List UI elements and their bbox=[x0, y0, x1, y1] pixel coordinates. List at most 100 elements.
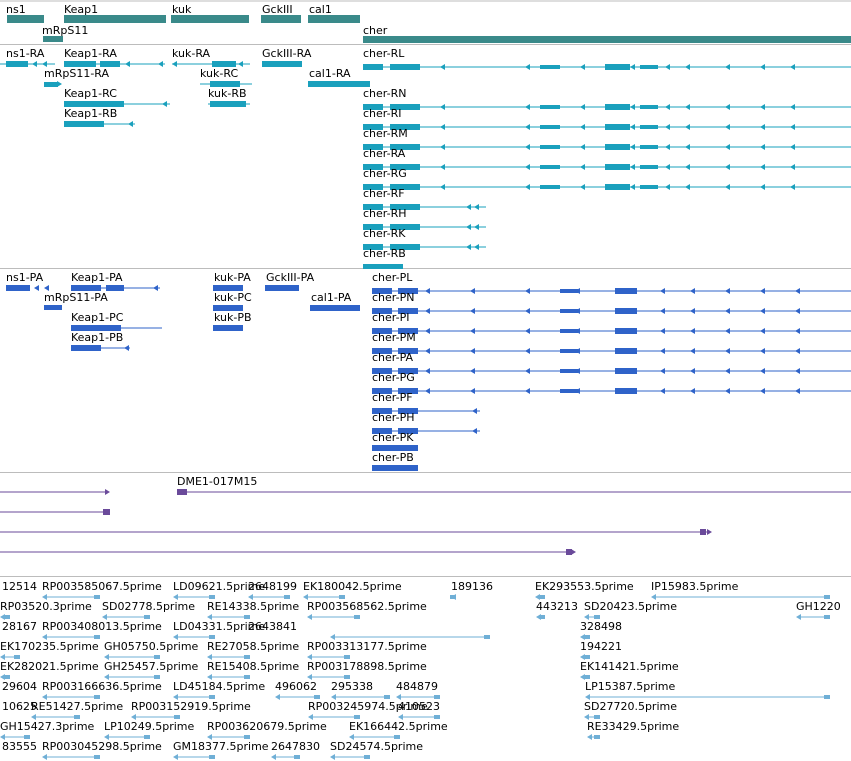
est-feature[interactable] bbox=[94, 595, 100, 599]
exon-block[interactable] bbox=[213, 325, 243, 331]
est-feature[interactable] bbox=[584, 675, 590, 679]
est-feature[interactable] bbox=[434, 715, 440, 719]
exon-block[interactable] bbox=[265, 285, 299, 291]
exon-block[interactable] bbox=[363, 144, 383, 150]
exon-block[interactable] bbox=[212, 61, 236, 67]
exon-block[interactable] bbox=[64, 101, 124, 107]
est-feature[interactable] bbox=[154, 655, 160, 659]
est-feature[interactable] bbox=[144, 735, 150, 739]
exon-block[interactable] bbox=[640, 185, 658, 189]
exon-block[interactable] bbox=[560, 369, 578, 373]
est-feature[interactable] bbox=[450, 595, 456, 599]
exon-block[interactable] bbox=[540, 185, 560, 189]
est-feature[interactable] bbox=[434, 695, 440, 699]
est-feature[interactable] bbox=[354, 715, 360, 719]
exon-block[interactable] bbox=[106, 285, 124, 291]
est-feature[interactable] bbox=[339, 595, 345, 599]
exon-block[interactable] bbox=[390, 244, 420, 250]
gene-feature[interactable] bbox=[171, 15, 249, 23]
exon-block[interactable] bbox=[363, 104, 383, 110]
exon-block[interactable] bbox=[372, 308, 392, 314]
est-feature[interactable] bbox=[394, 735, 400, 739]
est-feature[interactable] bbox=[364, 755, 370, 759]
gene-feature[interactable] bbox=[7, 15, 44, 23]
est-feature[interactable] bbox=[209, 635, 215, 639]
exon-block[interactable] bbox=[44, 305, 62, 310]
exon-block[interactable] bbox=[615, 328, 637, 334]
est-feature[interactable] bbox=[4, 615, 10, 619]
est-feature[interactable] bbox=[294, 755, 300, 759]
est-feature[interactable] bbox=[14, 655, 20, 659]
exon-block[interactable] bbox=[398, 368, 418, 374]
exon-block[interactable] bbox=[615, 348, 637, 354]
exon-block[interactable] bbox=[390, 204, 420, 210]
exon-block[interactable] bbox=[262, 61, 302, 67]
exon-block[interactable] bbox=[560, 329, 578, 333]
exon-block[interactable] bbox=[540, 65, 560, 69]
exon-block[interactable] bbox=[390, 224, 420, 230]
exon-block[interactable] bbox=[308, 81, 370, 87]
est-feature[interactable] bbox=[594, 615, 600, 619]
exon-block[interactable] bbox=[363, 124, 383, 130]
exon-block[interactable] bbox=[372, 348, 392, 354]
exon-block[interactable] bbox=[6, 285, 30, 291]
exon-block[interactable] bbox=[540, 165, 560, 169]
exon-block[interactable] bbox=[213, 305, 243, 311]
exon-block[interactable] bbox=[398, 428, 418, 434]
est-feature[interactable] bbox=[584, 655, 590, 659]
exon-block[interactable] bbox=[100, 61, 120, 67]
exon-block[interactable] bbox=[615, 388, 637, 394]
est-feature[interactable] bbox=[94, 635, 100, 639]
exon-block[interactable] bbox=[566, 549, 572, 555]
exon-block[interactable] bbox=[363, 164, 383, 170]
est-feature[interactable] bbox=[144, 615, 150, 619]
exon-block[interactable] bbox=[605, 104, 630, 110]
exon-block[interactable] bbox=[605, 124, 630, 130]
exon-block[interactable] bbox=[372, 445, 418, 451]
est-feature[interactable] bbox=[484, 635, 490, 639]
gene-feature[interactable] bbox=[43, 36, 63, 42]
exon-block[interactable] bbox=[640, 145, 658, 149]
exon-block[interactable] bbox=[372, 465, 418, 471]
est-feature[interactable] bbox=[174, 715, 180, 719]
exon-block[interactable] bbox=[372, 368, 392, 374]
exon-block[interactable] bbox=[177, 489, 187, 495]
exon-block[interactable] bbox=[640, 125, 658, 129]
exon-block[interactable] bbox=[363, 64, 383, 70]
est-feature[interactable] bbox=[594, 715, 600, 719]
est-feature[interactable] bbox=[539, 595, 545, 599]
exon-block[interactable] bbox=[560, 309, 578, 313]
exon-block[interactable] bbox=[398, 308, 418, 314]
exon-block[interactable] bbox=[560, 349, 578, 353]
exon-block[interactable] bbox=[605, 164, 630, 170]
est-feature[interactable] bbox=[344, 655, 350, 659]
exon-block[interactable] bbox=[640, 65, 658, 69]
est-feature[interactable] bbox=[4, 675, 10, 679]
est-feature[interactable] bbox=[824, 615, 830, 619]
exon-block[interactable] bbox=[640, 165, 658, 169]
exon-block[interactable] bbox=[64, 121, 104, 127]
exon-block[interactable] bbox=[213, 285, 243, 291]
exon-block[interactable] bbox=[398, 328, 418, 334]
exon-block[interactable] bbox=[71, 325, 121, 331]
est-feature[interactable] bbox=[209, 595, 215, 599]
exon-block[interactable] bbox=[372, 388, 392, 394]
exon-block[interactable] bbox=[103, 509, 110, 515]
est-feature[interactable] bbox=[344, 675, 350, 679]
est-feature[interactable] bbox=[824, 695, 830, 699]
exon-block[interactable] bbox=[363, 264, 403, 269]
est-feature[interactable] bbox=[94, 755, 100, 759]
exon-block[interactable] bbox=[210, 101, 246, 107]
exon-block[interactable] bbox=[398, 408, 418, 414]
exon-block[interactable] bbox=[363, 204, 383, 210]
exon-block[interactable] bbox=[6, 61, 28, 67]
est-feature[interactable] bbox=[584, 635, 590, 639]
gene-feature[interactable] bbox=[64, 15, 166, 23]
est-feature[interactable] bbox=[384, 695, 390, 699]
exon-block[interactable] bbox=[615, 288, 637, 294]
exon-block[interactable] bbox=[210, 81, 240, 87]
est-feature[interactable] bbox=[209, 695, 215, 699]
est-feature[interactable] bbox=[284, 595, 290, 599]
exon-block[interactable] bbox=[372, 288, 392, 294]
exon-block[interactable] bbox=[640, 105, 658, 109]
